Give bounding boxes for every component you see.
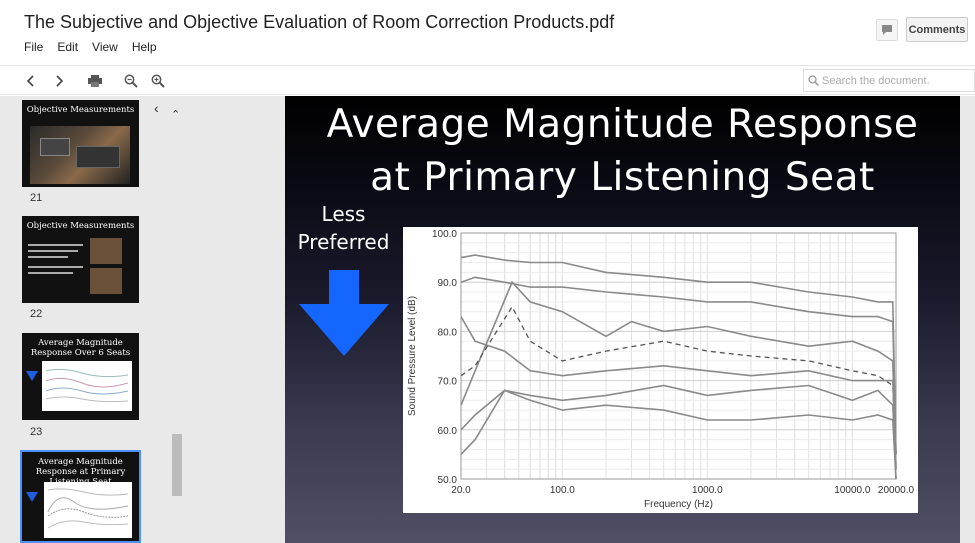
y-tick-label: 100.0 — [432, 229, 457, 240]
less-label: Less — [321, 202, 366, 226]
thumbnail-title: Average Magnitude Response Over 6 Seats — [30, 338, 131, 358]
frequency-response-chart: 50.0 60.0 70.0 80.0 90.0 100.0 20.0 100.0 1000.0… — [403, 227, 918, 513]
slide-title-line1: Average Magnitude Response — [326, 102, 919, 147]
y-tick-label: 60.0 — [438, 426, 458, 437]
menu-file[interactable]: File — [24, 40, 44, 54]
thumbnail-sidebar: ‹ ⌃ Objective Measurements 21 Objective … — [0, 96, 185, 543]
y-axis-label: Sound Pressure Level (dB) — [407, 296, 418, 416]
slide-page: Average Magnitude Response at Primary Li… — [285, 96, 960, 543]
x-tick-label: 10000.0 — [834, 485, 871, 496]
series-line-5 — [460, 316, 897, 470]
zoom-out-icon[interactable] — [122, 72, 140, 90]
chat-button[interactable] — [876, 19, 898, 41]
thumbnail-chart — [42, 361, 132, 411]
x-tick-label: 20000.0 — [878, 485, 915, 496]
page-number: 22 — [30, 308, 43, 320]
menu-bar: File Edit View Help — [24, 40, 171, 54]
down-arrow-icon — [299, 270, 389, 356]
chevron-right-icon[interactable] — [50, 72, 68, 90]
thumbnail-text — [28, 240, 88, 290]
comment-icon — [882, 25, 892, 35]
less-preferred-label: Less Preferred — [285, 200, 402, 256]
thumbnail-photo — [30, 126, 130, 184]
menu-help[interactable]: Help — [131, 40, 157, 54]
thumbnail-title: Objective Measurements — [26, 105, 135, 115]
menu-edit[interactable]: Edit — [57, 40, 79, 54]
zoom-in-icon[interactable] — [149, 72, 167, 90]
document-view: Average Magnitude Response at Primary Li… — [185, 96, 975, 543]
y-tick-label: 70.0 — [438, 377, 458, 388]
page-thumbnail-24-selected[interactable]: Average Magnitude Response at Primary Li… — [20, 450, 141, 543]
menu-view[interactable]: View — [92, 40, 118, 54]
series-line-3 — [460, 280, 897, 470]
series-line-4 — [460, 305, 897, 465]
thumbnail-arrow-icon — [26, 492, 38, 502]
sidebar-scrollbar[interactable] — [172, 434, 182, 496]
page-thumbnail-22[interactable]: Objective Measurements — [22, 216, 139, 303]
x-axis-label: Frequency (Hz) — [644, 499, 713, 510]
page-number: 23 — [30, 426, 43, 438]
slide-title: Average Magnitude Response at Primary Li… — [285, 98, 960, 204]
thumbnail-photo — [90, 238, 122, 264]
x-tick-label: 100.0 — [550, 485, 575, 496]
search-input[interactable] — [822, 74, 972, 87]
series-line-7 — [460, 389, 897, 480]
chevron-left-icon[interactable] — [22, 72, 40, 90]
scroll-up-icon[interactable]: ⌃ — [171, 109, 181, 121]
page-thumbnail-23[interactable]: Average Magnitude Response Over 6 Seats — [22, 333, 139, 420]
chart-svg: 50.0 60.0 70.0 80.0 90.0 100.0 20.0 100.0 1000.0… — [407, 229, 915, 510]
y-tick-label: 80.0 — [438, 327, 458, 338]
page-thumbnail-21[interactable]: Objective Measurements — [22, 100, 139, 187]
x-tick-label: 20.0 — [451, 485, 471, 496]
thumbnail-chart — [44, 482, 132, 538]
series-line-1 — [460, 254, 897, 455]
page-number: 21 — [30, 192, 43, 204]
y-tick-label: 90.0 — [438, 278, 458, 289]
print-icon[interactable] — [86, 72, 104, 90]
x-tick-label: 1000.0 — [692, 485, 723, 496]
slide-title-line2: at Primary Listening Seat — [370, 155, 875, 200]
collapse-sidebar-icon[interactable]: ‹ — [154, 100, 159, 116]
search-box[interactable] — [803, 69, 975, 92]
plot-frame — [460, 232, 897, 480]
thumbnail-photo — [90, 268, 122, 294]
thumbnail-title: Objective Measurements — [26, 221, 135, 231]
comments-button[interactable]: Comments — [906, 17, 968, 42]
thumbnail-arrow-icon — [26, 371, 38, 381]
series-line-2 — [460, 276, 897, 455]
document-title: The Subjective and Objective Evaluation … — [24, 12, 615, 32]
preferred-label: Preferred — [297, 230, 390, 254]
y-tick-label: 50.0 — [438, 475, 458, 486]
search-icon — [808, 75, 819, 86]
toolbar — [0, 65, 975, 95]
